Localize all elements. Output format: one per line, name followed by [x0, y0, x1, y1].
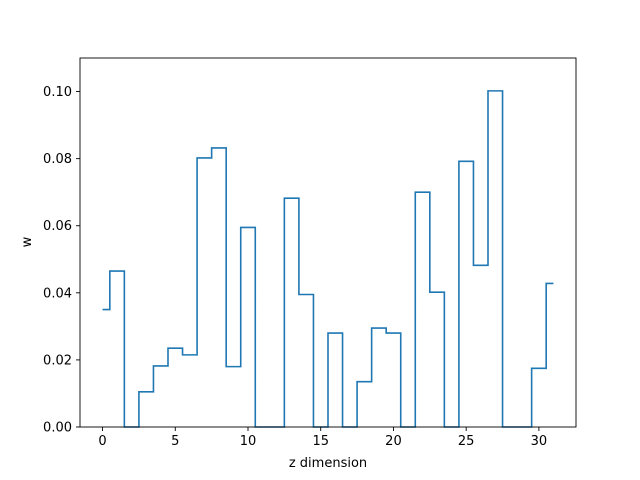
y-tick-label: 0.00 [43, 421, 72, 436]
y-tick-label: 0.06 [43, 219, 72, 234]
x-tick-label: 10 [240, 434, 257, 449]
x-tick-label: 15 [312, 434, 329, 449]
x-axis-label: z dimension [289, 456, 367, 471]
y-tick-label: 0.04 [43, 286, 72, 301]
plot-area [79, 57, 577, 428]
axis-ticks: 0 5 10 15 20 25 30 0.00 0.02 0.04 0.06 0.08 0.10 [43, 85, 547, 449]
x-tick-label: 5 [171, 434, 179, 449]
x-tick-label: 20 [385, 434, 402, 449]
x-tick-label: 25 [458, 434, 475, 449]
x-tick-label: 30 [531, 434, 548, 449]
y-axis-label: w [20, 236, 35, 247]
y-tick-label: 0.10 [43, 85, 72, 100]
series-line-0 [102, 90, 554, 428]
x-tick-label: 0 [98, 434, 106, 449]
plot-frame [79, 57, 577, 428]
y-tick-label: 0.08 [43, 152, 72, 167]
y-tick-label: 0.02 [43, 353, 72, 368]
